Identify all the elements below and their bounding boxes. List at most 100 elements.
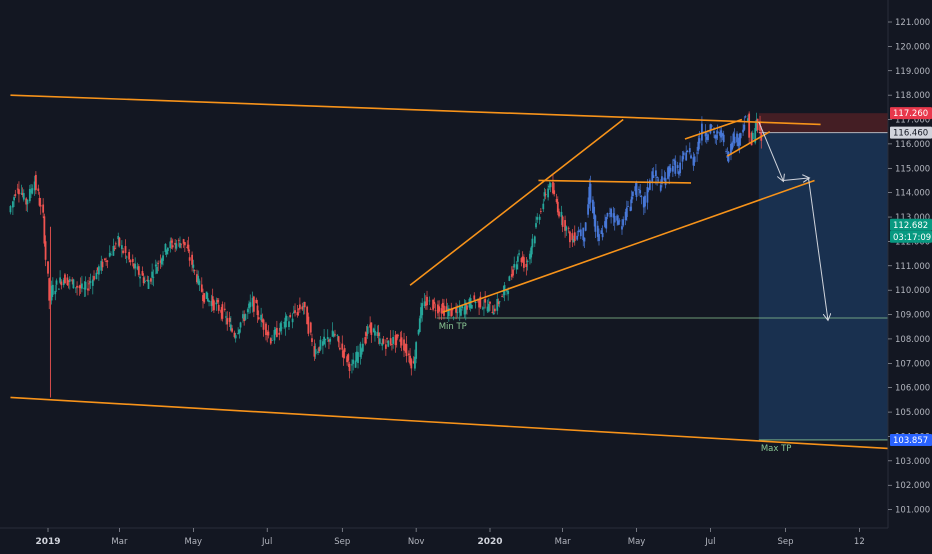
candle-body: [548, 185, 551, 188]
candle-body: [478, 298, 481, 308]
stop-loss-zone[interactable]: [758, 113, 916, 133]
candle-body: [142, 277, 145, 284]
candle-body: [249, 302, 252, 308]
trendline-wedge-lower[interactable]: [726, 131, 771, 157]
candle-body: [583, 237, 586, 242]
candle-body: [72, 279, 75, 289]
candle-body: [364, 337, 367, 344]
candle-body: [600, 230, 603, 234]
candle-body: [497, 301, 500, 304]
candle-body: [114, 243, 117, 245]
candle-body: [182, 239, 185, 244]
trendline-rise-upper[interactable]: [409, 118, 624, 286]
trendline-flag-top[interactable]: [538, 179, 692, 184]
candle-body: [743, 124, 746, 130]
price-tick-label: 114.000: [895, 189, 930, 199]
candle-body: [248, 303, 250, 309]
candle-body: [292, 311, 295, 313]
time-tick-label: May: [628, 537, 646, 547]
candle-body: [18, 189, 20, 195]
candle-body: [587, 204, 589, 215]
candle-body: [594, 215, 597, 232]
candle-body: [704, 131, 707, 137]
candle-body: [174, 242, 177, 245]
candle-body: [97, 266, 100, 275]
candle-body: [318, 346, 321, 352]
candle-body: [567, 227, 570, 229]
candle-body: [732, 133, 735, 143]
candle-body: [463, 306, 466, 315]
candle-body: [197, 275, 200, 284]
candle-body: [44, 241, 47, 260]
candle-body: [638, 189, 640, 190]
candle-body: [302, 305, 305, 307]
price-label-text: 03:17:09: [893, 233, 931, 243]
candle-body: [443, 305, 445, 316]
price-label-badge[interactable]: [890, 433, 932, 446]
candle-body: [589, 183, 592, 203]
projection-arrow[interactable]: [758, 121, 783, 181]
candle-body: [200, 284, 203, 292]
candle-body: [226, 318, 229, 325]
candle-body: [84, 281, 87, 290]
candle-body: [106, 260, 109, 262]
trendline-rise-lower[interactable]: [442, 179, 815, 313]
candle-body: [572, 238, 575, 243]
candle-body: [685, 152, 688, 161]
candle-body: [445, 306, 448, 311]
candle-body: [696, 152, 698, 154]
candle-body: [513, 264, 516, 268]
candle-body: [592, 199, 594, 213]
candle-body: [332, 333, 335, 337]
candle-body: [395, 334, 398, 341]
level-label-max-tp: Max TP: [761, 444, 792, 454]
candle-body: [105, 261, 108, 262]
candle-body: [420, 307, 422, 319]
candle-body: [239, 322, 242, 328]
candle-body: [618, 220, 621, 222]
candle-body: [134, 263, 137, 269]
candle-body: [341, 343, 344, 350]
candle-body: [186, 246, 189, 248]
candle-body: [288, 321, 290, 328]
candle-body: [481, 307, 484, 309]
candle-body: [146, 279, 149, 281]
candle-body: [51, 284, 54, 295]
candle-body: [539, 211, 542, 212]
projection-arrow[interactable]: [807, 177, 827, 319]
candle-body: [667, 167, 669, 179]
candle-body: [553, 190, 556, 195]
price-label-badge[interactable]: [890, 230, 932, 243]
plot-area[interactable]: Min TP Max TP: [9, 94, 932, 454]
candle-body: [261, 319, 264, 322]
candle-body: [303, 301, 306, 308]
candle-body: [397, 334, 399, 337]
candle-body: [440, 308, 443, 314]
candle-body: [588, 186, 591, 205]
trendline-channel-upper[interactable]: [10, 94, 821, 126]
candle-body: [165, 250, 168, 255]
projection-arrow[interactable]: [783, 178, 808, 180]
candle-body: [426, 296, 428, 306]
candle-body: [668, 166, 671, 177]
price-label-badge[interactable]: [890, 107, 932, 120]
candle-body: [211, 296, 214, 306]
candle-body: [59, 277, 62, 283]
candle-body: [721, 133, 724, 136]
candle-body: [616, 215, 619, 221]
price-label-badge[interactable]: [890, 126, 932, 139]
candle-body: [334, 334, 336, 336]
time-tick-label: Mar: [555, 537, 572, 547]
candle-body: [25, 198, 28, 205]
price-label-badge[interactable]: [890, 218, 932, 231]
candle-body: [129, 260, 132, 263]
trendline-channel-lower[interactable]: [10, 396, 932, 451]
candle-body: [360, 348, 363, 355]
candle-body: [147, 279, 150, 289]
candle-body: [76, 285, 78, 288]
candle-body: [631, 191, 634, 197]
candle-body: [433, 301, 436, 304]
trendline-wedge-upper[interactable]: [684, 118, 743, 140]
